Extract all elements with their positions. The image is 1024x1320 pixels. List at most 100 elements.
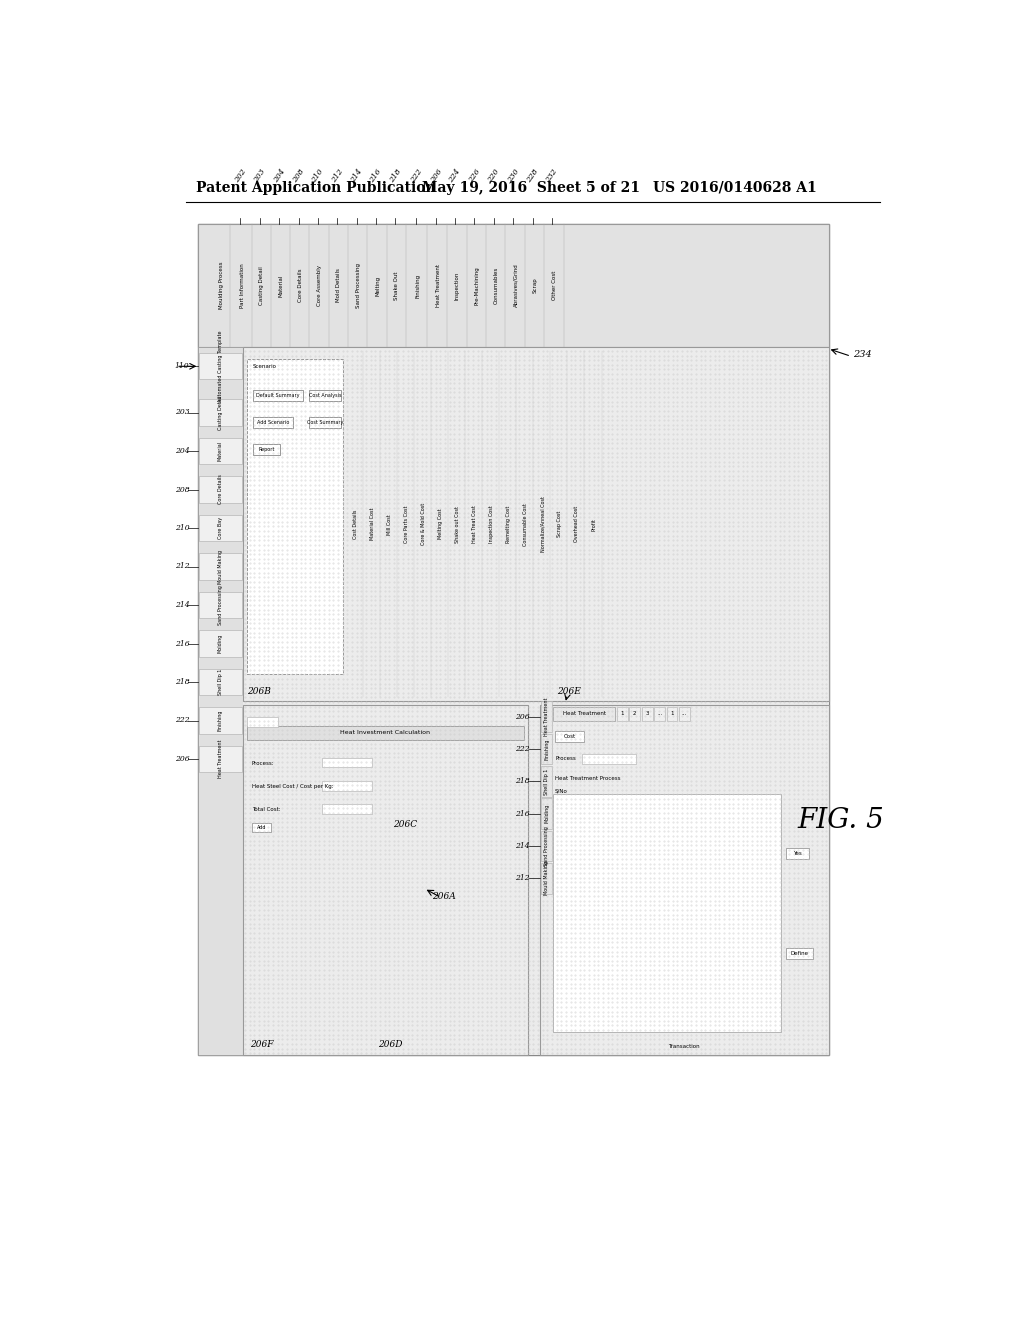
Bar (199, 400, 242, 425)
Text: 110: 110 (175, 362, 189, 371)
Bar (786, 849, 809, 859)
Bar (786, 949, 813, 960)
Text: 216: 216 (369, 168, 383, 185)
Text: 228: 228 (525, 168, 540, 185)
Text: Core Assembly: Core Assembly (316, 265, 322, 306)
Text: 214: 214 (515, 842, 529, 850)
Bar (253, 417, 293, 428)
Text: 208: 208 (175, 486, 189, 494)
Text: Shell Dip 1: Shell Dip 1 (544, 768, 549, 795)
Bar (243, 347, 829, 1056)
Text: 216: 216 (515, 809, 529, 817)
Text: Inspection Cost: Inspection Cost (489, 506, 494, 543)
Text: 214: 214 (349, 168, 365, 185)
Text: Shake out Cost: Shake out Cost (455, 506, 460, 543)
Text: Add Scenario: Add Scenario (257, 420, 289, 425)
Text: 203: 203 (252, 168, 267, 185)
Text: 206F: 206F (251, 1040, 274, 1049)
Text: Finishing: Finishing (218, 710, 223, 731)
Text: Default Summary: Default Summary (256, 393, 300, 399)
Text: Patent Application Publication: Patent Application Publication (197, 181, 436, 194)
Text: Material: Material (279, 275, 284, 297)
Text: Total Cost:: Total Cost: (252, 808, 281, 812)
Text: Heat Steel Cost / Cost per Kg:: Heat Steel Cost / Cost per Kg: (252, 784, 334, 789)
Text: 210: 210 (175, 524, 189, 532)
Bar (199, 477, 242, 503)
Text: 1: 1 (671, 711, 674, 715)
Text: Part Information: Part Information (241, 263, 245, 308)
Text: Heat Treatment: Heat Treatment (563, 711, 606, 715)
Bar (322, 804, 372, 813)
Bar (541, 830, 552, 862)
Text: 208: 208 (291, 168, 306, 185)
Text: Profit: Profit (591, 517, 596, 531)
Text: Core Details: Core Details (218, 475, 223, 504)
Text: 206B: 206B (247, 686, 270, 696)
Text: Heat Investment Calculation: Heat Investment Calculation (340, 730, 430, 735)
Text: Material Cost: Material Cost (370, 508, 375, 540)
Text: Overhead Cost: Overhead Cost (574, 506, 580, 543)
Text: 203: 203 (175, 408, 189, 417)
Text: Cost Summary: Cost Summary (306, 420, 343, 425)
Bar (247, 359, 343, 675)
Bar (198, 224, 829, 1056)
Text: 206A: 206A (432, 891, 456, 900)
Text: Moulding Process: Moulding Process (218, 261, 223, 309)
Text: Finishing: Finishing (544, 738, 549, 760)
Text: 222: 222 (515, 744, 529, 752)
Text: 232: 232 (545, 168, 559, 185)
Text: Scenario: Scenario (253, 364, 276, 368)
Text: Core Details: Core Details (298, 269, 302, 302)
Text: Define: Define (791, 952, 809, 956)
Text: 206: 206 (175, 755, 189, 763)
Text: 212: 212 (330, 168, 345, 185)
Text: 222: 222 (409, 168, 424, 185)
Bar (243, 347, 829, 701)
Text: Remelting Cost: Remelting Cost (506, 506, 511, 543)
Text: Consumable Cost: Consumable Cost (523, 503, 528, 545)
Text: 214: 214 (175, 601, 189, 609)
Text: Mill Cost: Mill Cost (387, 513, 391, 535)
Bar (308, 391, 341, 401)
Text: 206: 206 (515, 713, 529, 721)
Text: US 2016/0140628 A1: US 2016/0140628 A1 (653, 181, 817, 194)
Text: 204: 204 (271, 168, 287, 185)
Bar (199, 553, 242, 579)
Text: Heat Treatment Process: Heat Treatment Process (555, 776, 621, 780)
Text: 218: 218 (388, 168, 402, 185)
Text: 206: 206 (429, 168, 444, 185)
Bar (253, 444, 280, 455)
Text: Sand Processing: Sand Processing (544, 826, 549, 866)
Bar (541, 701, 552, 733)
Bar (541, 863, 552, 894)
Text: Sand Processing: Sand Processing (355, 263, 360, 308)
Text: Process:: Process: (252, 762, 274, 766)
Text: Core Bay: Core Bay (218, 517, 223, 539)
Text: Cost Details: Cost Details (352, 510, 357, 539)
Text: 212: 212 (175, 562, 189, 570)
Text: Yes: Yes (794, 851, 802, 857)
Bar (247, 726, 524, 739)
Bar (247, 718, 278, 726)
Bar (679, 706, 690, 721)
Text: Melting Cost: Melting Cost (438, 508, 442, 540)
Bar (198, 224, 829, 347)
Text: Report: Report (258, 447, 274, 451)
Bar (198, 347, 243, 1056)
Bar (199, 746, 242, 772)
Text: Shell Dip 1: Shell Dip 1 (218, 669, 223, 696)
Text: Material: Material (218, 441, 223, 461)
Text: Pre-Machining: Pre-Machining (474, 267, 479, 305)
Text: Other Cost: Other Cost (552, 271, 557, 300)
Bar (541, 799, 552, 829)
Text: 226: 226 (467, 168, 482, 185)
Text: 210: 210 (310, 168, 326, 185)
Text: Cost Analysis: Cost Analysis (308, 393, 341, 399)
Text: Scrap: Scrap (532, 277, 538, 293)
Text: May 19, 2016  Sheet 5 of 21: May 19, 2016 Sheet 5 of 21 (423, 181, 640, 194)
Bar (252, 822, 271, 832)
Bar (541, 734, 552, 764)
Bar (541, 766, 552, 797)
Text: 206C: 206C (393, 820, 417, 829)
Text: Mold Details: Mold Details (336, 268, 341, 302)
